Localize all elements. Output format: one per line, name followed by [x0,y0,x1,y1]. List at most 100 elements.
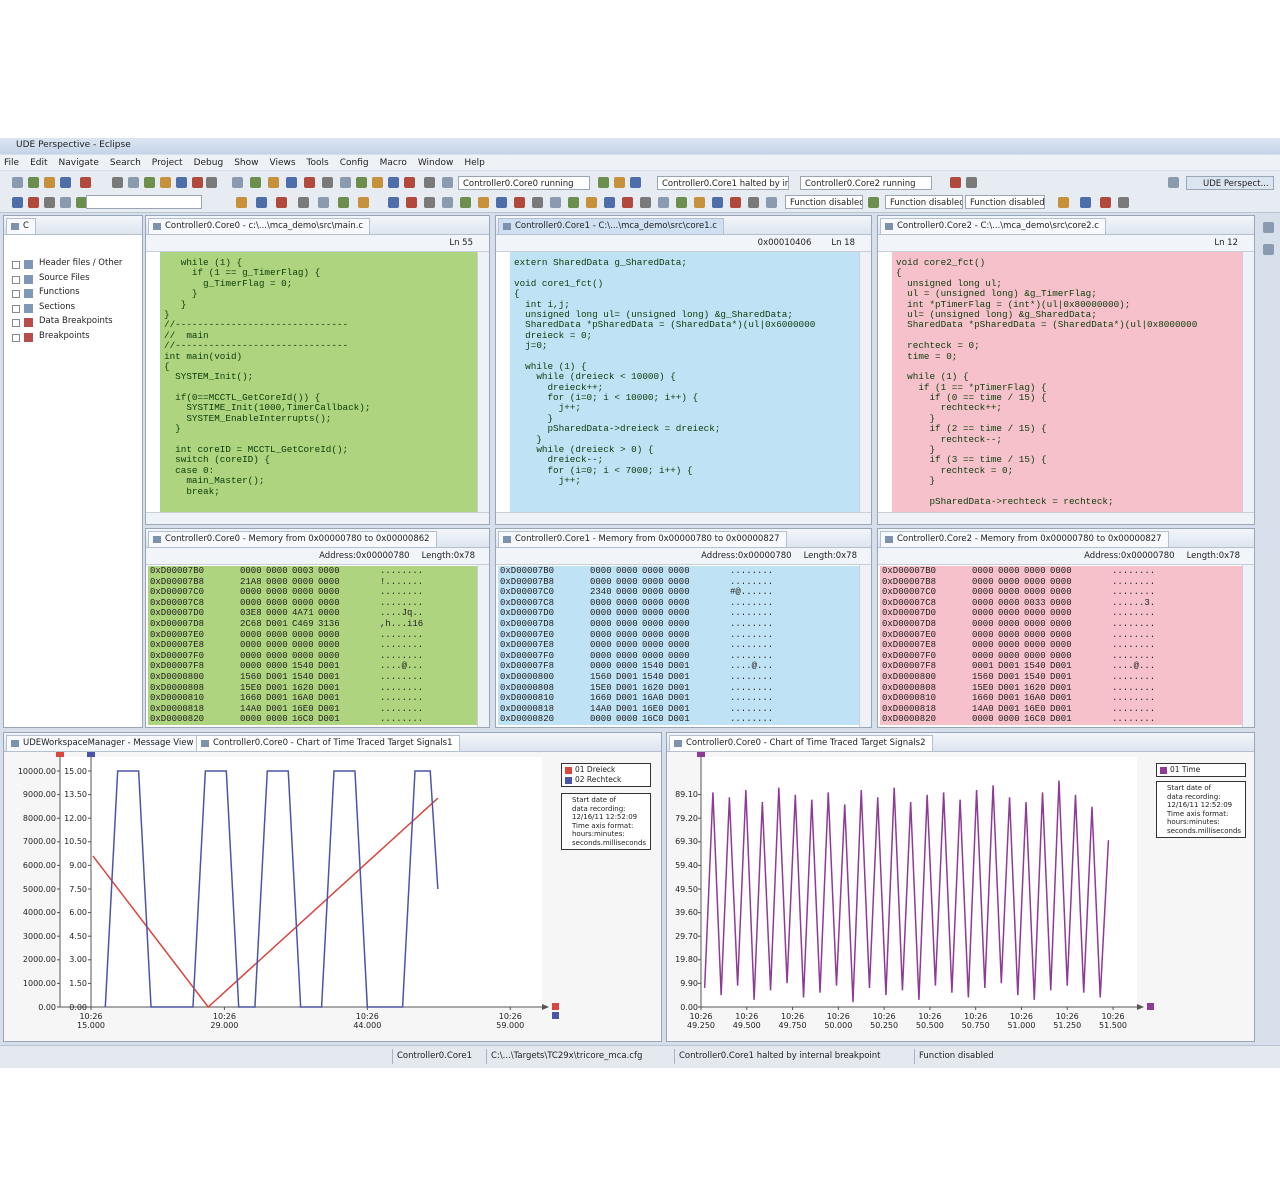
toolbar-button[interactable] [424,177,435,188]
toolbar-button[interactable] [614,177,625,188]
menu-item[interactable]: Show [234,157,259,168]
toolbar-button[interactable] [338,197,349,208]
toolbar-button[interactable] [532,197,543,208]
h-scrollbar[interactable] [146,512,489,524]
toolbar-button[interactable] [514,197,525,208]
menu-item[interactable]: Search [109,157,141,168]
toolbar-button[interactable] [404,177,415,188]
tree-expander[interactable] [12,261,20,269]
tab[interactable]: C [6,218,36,234]
menu-item[interactable]: Project [151,157,183,168]
toolbar-button[interactable] [388,177,399,188]
toolbar-button[interactable] [276,197,287,208]
toolbar-button[interactable] [268,177,279,188]
toolbar-button[interactable] [388,197,399,208]
length-field[interactable]: Length:0x78 [803,551,857,561]
toolbar-button[interactable] [192,177,203,188]
editor-tab[interactable]: Controller0.Core2 - C:\...\mca_demo\src\… [880,218,1106,234]
toolbar-button[interactable] [232,177,243,188]
menu-item[interactable]: Help [464,157,485,168]
perspective-button[interactable]: UDE Perspect... [1186,176,1274,190]
toolbar-button[interactable] [206,177,217,188]
tree-expander[interactable] [12,319,20,327]
toolbar-button[interactable] [868,197,879,208]
tree-item[interactable]: Sections [39,301,76,312]
tree-expander[interactable] [12,290,20,298]
v-scrollbar[interactable] [477,565,489,727]
toolbar-button[interactable] [1118,197,1129,208]
toolbar-button[interactable] [44,197,55,208]
toolbar-button[interactable] [286,177,297,188]
toolbar-button[interactable] [358,197,369,208]
tree-item[interactable]: Source Files [39,272,90,283]
tree-item[interactable]: Data Breakpoints [39,316,113,326]
editor-tab[interactable]: Controller0.Core0 - c:\...\mca_demo\src\… [148,218,371,234]
tree-item[interactable]: Breakpoints [39,330,90,341]
toolbar-button[interactable] [748,197,759,208]
toolbar-button[interactable] [598,177,609,188]
toolbar-button[interactable] [460,197,471,208]
toolbar-button[interactable] [28,197,39,208]
toolbar-button[interactable] [112,177,123,188]
length-field[interactable]: Length:0x78 [1186,551,1240,561]
toolbar-button[interactable] [44,177,55,188]
toolbar-button[interactable] [128,177,139,188]
address-field[interactable]: Address:0x00000780 [319,551,410,561]
toolbar-button[interactable] [256,197,267,208]
toolbar-button[interactable] [694,197,705,208]
editor-tab[interactable]: Controller0.Core1 - C:\...\mca_demo\src\… [498,218,724,234]
menu-item[interactable]: Config [339,157,369,168]
toolbar-button[interactable] [568,197,579,208]
toolbar-button[interactable] [658,197,669,208]
toolbar-button[interactable] [1168,177,1179,188]
toolbar-button[interactable] [550,197,561,208]
toolbar-button[interactable] [318,197,329,208]
memory-tab[interactable]: Controller0.Core2 - Memory from 0x000007… [880,531,1169,547]
toolbar-button[interactable] [356,177,367,188]
chart-tab[interactable]: Controller0.Core0 - Chart of Time Traced… [196,735,460,751]
menu-item[interactable]: Window [417,157,454,168]
toolbar-button[interactable] [1058,197,1069,208]
toolbar-button[interactable] [442,177,453,188]
menu-item[interactable]: Navigate [58,157,99,168]
toolbar-button[interactable] [424,197,435,208]
toolbar-button[interactable] [322,177,333,188]
menu-item[interactable]: Tools [306,157,329,168]
address-field[interactable]: Address:0x00000780 [1084,551,1175,561]
v-scrollbar[interactable] [859,252,871,512]
menu-item[interactable]: Views [269,157,296,168]
toolbar-button[interactable] [372,177,383,188]
toolbar-button[interactable] [586,197,597,208]
combo-box[interactable] [86,195,202,209]
toolbar-button[interactable] [28,177,39,188]
v-scrollbar[interactable] [1242,252,1254,512]
tree-expander[interactable] [12,333,20,342]
toolbar-button[interactable] [144,177,155,188]
toolbar-button[interactable] [630,177,641,188]
toolbar-button[interactable] [966,177,977,188]
v-scrollbar[interactable] [477,252,489,512]
v-scrollbar[interactable] [1242,565,1254,727]
h-scrollbar[interactable] [878,512,1254,524]
toolbar-button[interactable] [676,197,687,208]
toolbar-button[interactable] [604,197,615,208]
toolbar-button[interactable] [622,197,633,208]
tree-expander[interactable] [12,275,20,284]
toolbar-button[interactable] [730,197,741,208]
toolbar-button[interactable] [176,177,187,188]
address-field[interactable]: Address:0x00000780 [701,551,792,561]
tree-expander[interactable] [12,304,20,313]
toolbar-button[interactable] [1080,197,1091,208]
toolbar-button[interactable] [640,197,651,208]
toolbar-button[interactable] [160,177,171,188]
toolbar-button[interactable] [12,197,23,208]
length-field[interactable]: Length:0x78 [421,551,475,561]
toolbar-button[interactable] [250,177,261,188]
toolbar-button[interactable] [340,177,351,188]
chart-tab[interactable]: UDEWorkspaceManager - Message View [6,735,201,751]
toolbar-button[interactable] [478,197,489,208]
v-scrollbar[interactable] [859,565,871,727]
toolbar-button[interactable] [304,177,315,188]
memory-tab[interactable]: Controller0.Core0 - Memory from 0x000007… [148,531,437,547]
toolbar-button[interactable] [766,197,777,208]
